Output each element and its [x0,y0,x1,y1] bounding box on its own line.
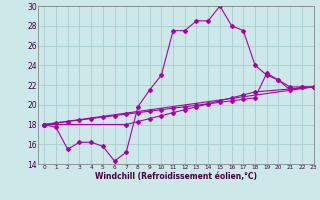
X-axis label: Windchill (Refroidissement éolien,°C): Windchill (Refroidissement éolien,°C) [95,172,257,181]
